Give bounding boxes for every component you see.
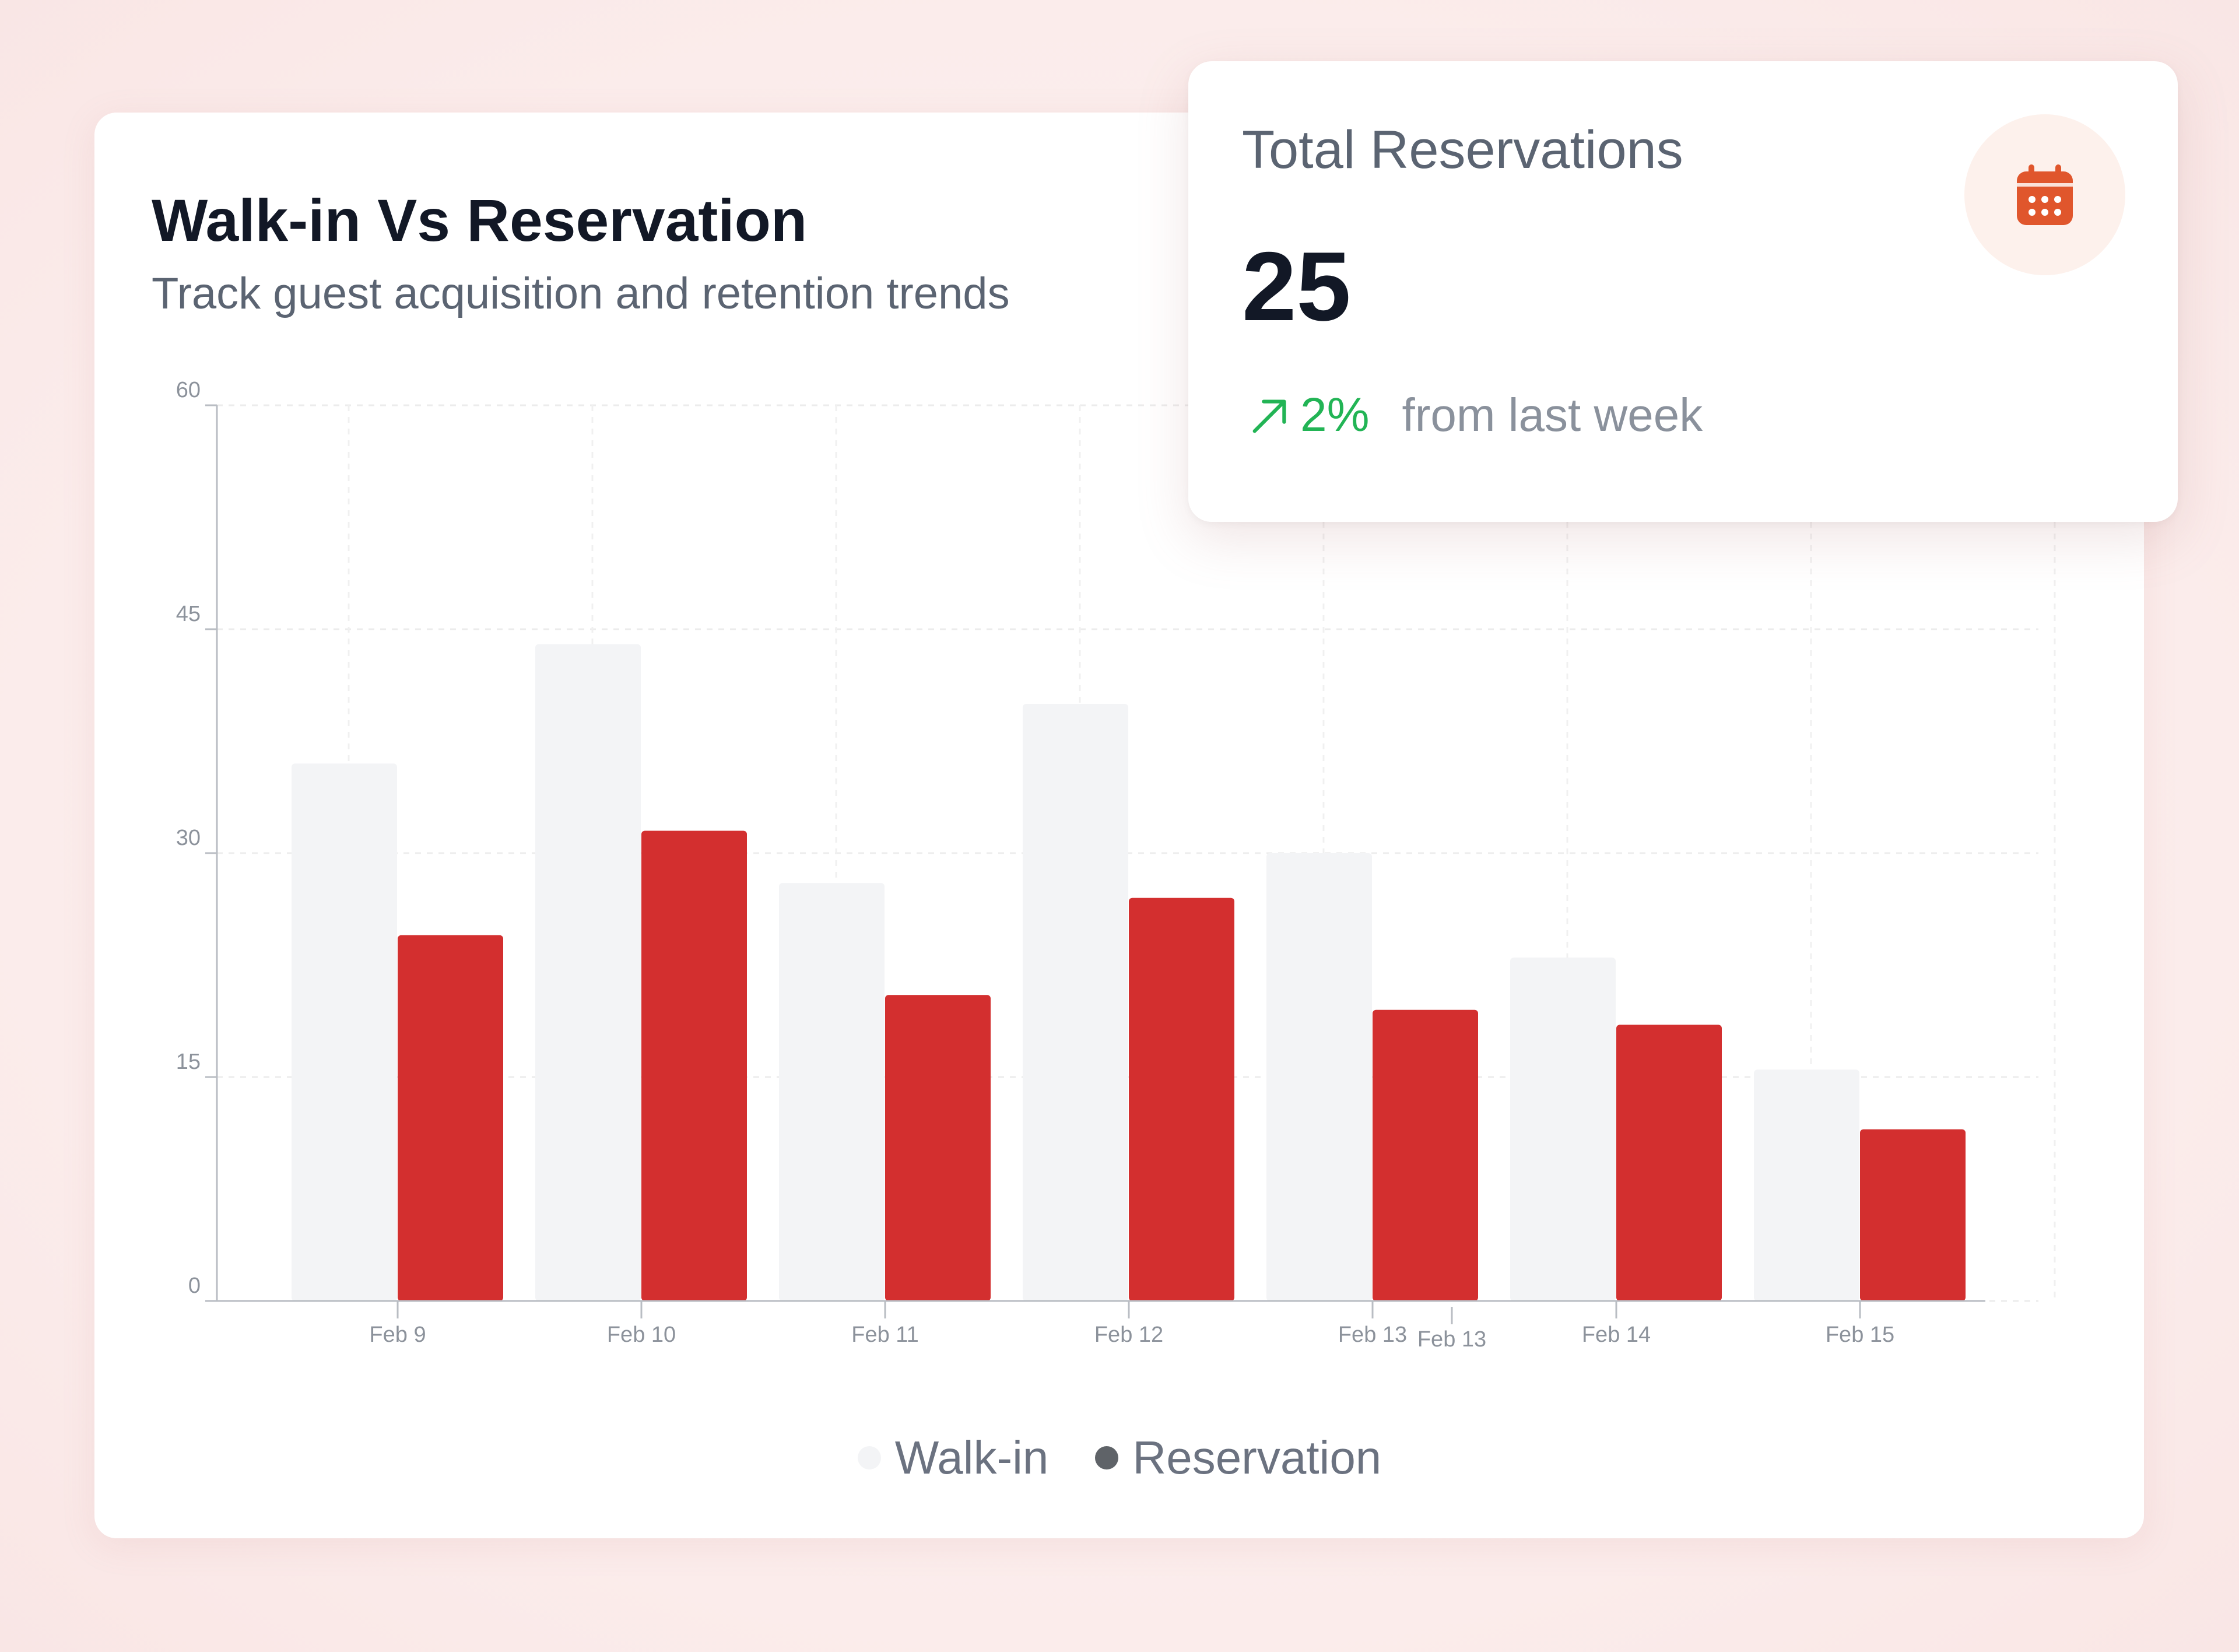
stat-trend: 2% from last week xyxy=(1248,388,1703,443)
bar-walkin-feb-11 xyxy=(779,883,885,1301)
legend-item-reservation[interactable]: Reservation xyxy=(1095,1431,1381,1485)
bar-reservation-feb-10 xyxy=(641,830,747,1301)
bar-walkin-feb-9 xyxy=(292,763,397,1301)
total-reservations-card: Total Reservations 25 2% from last week xyxy=(1188,61,2178,522)
y-tick-label: 30 xyxy=(176,826,201,850)
chart-legend: Walk-in Reservation xyxy=(0,1426,2239,1490)
trend-percentage: 2% xyxy=(1300,388,1370,441)
legend-dot-reservation-icon xyxy=(1095,1446,1119,1469)
trend-caption: from last week xyxy=(1402,389,1703,441)
calendar-icon-badge xyxy=(1964,114,2125,275)
bar-reservation-feb-13 xyxy=(1373,1009,1478,1301)
legend-item-walkin[interactable]: Walk-in xyxy=(857,1431,1049,1485)
bar-reservation-feb-15 xyxy=(1860,1129,1966,1301)
legend-dot-walkin-icon xyxy=(857,1446,881,1469)
x-tick-label: Feb 15 xyxy=(1826,1323,1894,1347)
y-tick-label: 45 xyxy=(176,602,201,626)
y-tick-label: 60 xyxy=(176,378,201,402)
y-tick-label: 15 xyxy=(176,1050,201,1074)
x-tick-label-extra: Feb 13 xyxy=(1417,1327,1486,1352)
stat-title: Total Reservations xyxy=(1242,120,1683,180)
legend-label-walkin: Walk-in xyxy=(894,1432,1049,1483)
x-tick-label: Feb 11 xyxy=(851,1323,918,1347)
x-tick-label: Feb 13 xyxy=(1338,1323,1407,1347)
bar-walkin-feb-15 xyxy=(1754,1069,1859,1301)
x-tick-label: Feb 14 xyxy=(1582,1323,1651,1347)
trend-up-arrow-icon xyxy=(1252,399,1286,433)
bar-reservation-feb-11 xyxy=(885,995,991,1301)
x-tick-label: Feb 9 xyxy=(369,1323,426,1347)
bar-reservation-feb-12 xyxy=(1129,897,1234,1301)
x-tick-label: Feb 12 xyxy=(1094,1323,1163,1347)
bar-walkin-feb-10 xyxy=(535,644,641,1301)
chart-subtitle: Track guest acquisition and retention tr… xyxy=(152,269,1010,318)
bar-walkin-feb-13 xyxy=(1266,853,1372,1301)
stat-value: 25 xyxy=(1242,232,1351,341)
bar-reservation-feb-14 xyxy=(1616,1025,1722,1301)
y-tick-label: 0 xyxy=(188,1274,201,1298)
bar-walkin-feb-12 xyxy=(1023,704,1128,1301)
chart-title: Walk-in Vs Reservation xyxy=(152,187,808,254)
calendar-icon xyxy=(2017,164,2073,225)
legend-label-reservation: Reservation xyxy=(1132,1432,1382,1483)
bar-reservation-feb-9 xyxy=(398,935,503,1301)
x-tick-label: Feb 10 xyxy=(607,1323,676,1347)
bar-walkin-feb-14 xyxy=(1510,957,1616,1301)
